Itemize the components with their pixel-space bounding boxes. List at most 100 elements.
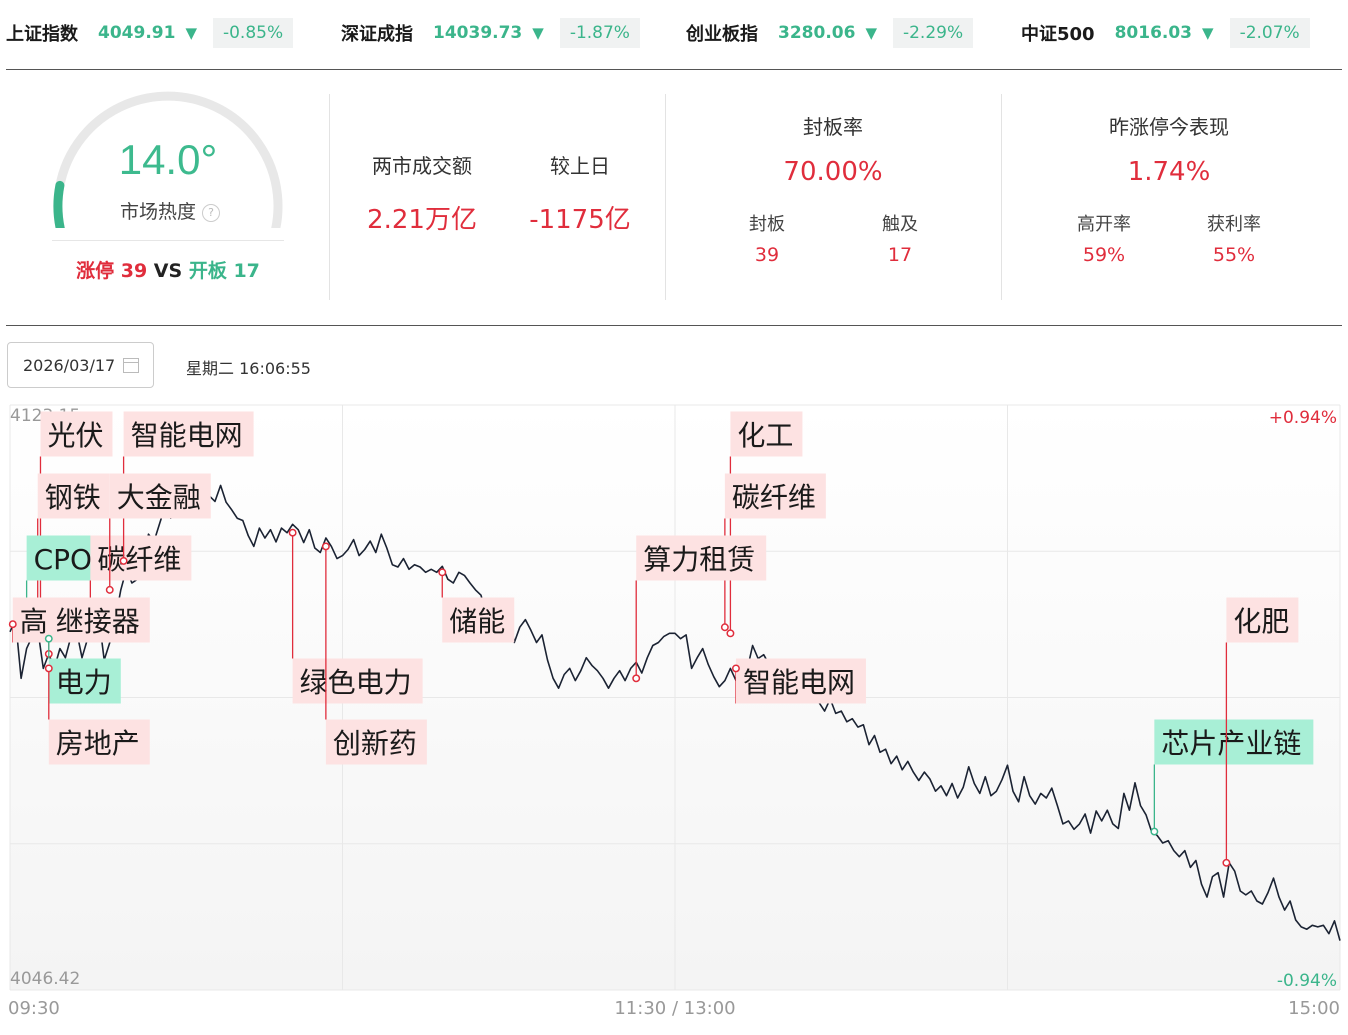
y-min-label: 4046.42 [10,969,80,989]
sector-tag-bg [48,597,150,643]
limit-up-count: 39 [120,260,148,282]
tag-anchor-dot [288,528,297,537]
sector-tag-label: 化工 [737,419,793,452]
yesterday-label: 昨涨停今表现 [1109,115,1229,139]
index-change: -2.07% [1229,18,1310,48]
price-line [9,484,1341,941]
sector-tag-bg [1154,719,1314,765]
divider [6,325,1342,326]
seal-rate-value: 70.00% [783,157,883,187]
divider [329,94,330,300]
index-change: -0.85% [212,18,294,48]
index-item-cyb[interactable]: 创业板指 3280.06 ▼ -2.29% [686,15,974,51]
sector-tag-bg [730,411,803,457]
index-name: 上证指数 [6,24,78,45]
index-bar: 上证指数 4049.91 ▼ -0.85% 深证成指 14039.73 ▼ -1… [0,0,1348,68]
gauge-fill [53,180,65,228]
touched-label: 触及 [882,214,918,235]
sector-tag-label: 创新药 [333,727,417,760]
tag-anchor-dot [119,556,128,565]
sector-tag-bg [636,535,767,581]
turnover-label: 两市成交额 [372,154,472,178]
divider [665,94,666,300]
sector-tag-label: 钢铁 [45,481,101,514]
touched-value: 17 [887,244,913,266]
heat-label-text: 市场热度 [119,201,196,223]
sector-tag-label: 继接器 [56,605,140,638]
sector-tag-bg [292,658,423,704]
down-arrow-icon: ▼ [532,24,544,42]
sector-tag-bg [37,473,110,519]
x-label-mid: 11:30 / 13:00 [614,998,735,1019]
down-arrow-icon: ▼ [185,24,197,42]
tag-anchor-dot [44,664,53,673]
sector-tag-label: 化肥 [1233,605,1289,638]
calendar-icon[interactable] [123,357,140,373]
vs-label: VS [153,260,183,282]
compare-label: 较上日 [550,154,610,178]
sector-tag-label: CPO [34,543,92,576]
index-item-sz[interactable]: 深证成指 14039.73 ▼ -1.87% [341,15,640,51]
heat-label: 市场热度? [90,197,250,224]
index-item-sh[interactable]: 上证指数 4049.91 ▼ -0.85% [6,15,294,51]
tag-anchor-dot [8,620,17,629]
sector-tag-label: 大金融 [117,481,201,514]
heat-value: 14.0° [118,136,218,183]
date-picker[interactable]: 2026/03/17 [7,342,154,388]
sector-tag-label: 光伏 [47,419,103,452]
sector-tag-label: 碳纤维 [732,481,816,514]
high-open-value: 59% [1082,244,1126,266]
pct-max-label: +0.94% [1269,408,1337,428]
sector-tag-label: 碳纤维 [97,543,181,576]
yesterday-value: 1.74% [1127,157,1211,187]
sector-tag-label: 芯片产业链 [1161,727,1301,760]
gauge-track [53,91,283,228]
sector-tag-bg [48,658,121,704]
sector-tag-bg [325,719,427,765]
index-name: 深证成指 [341,24,413,45]
tag-anchor-dot [632,674,641,683]
compare-value: -1175亿 [529,205,631,235]
index-name: 中证500 [1021,24,1095,45]
sector-tag-bg [1226,597,1299,643]
profit-label: 获利率 [1207,214,1261,235]
limit-up-label: 涨停 [76,260,115,282]
limit-vs-open: 涨停 39 VS 开板 17 [52,256,284,283]
tag-anchor-dot [105,585,114,594]
seal-rate-label: 封板率 [803,115,863,139]
tag-anchor-dot [1222,858,1231,867]
divider [52,240,284,241]
weekday-time: 星期二 16:06:55 [186,359,311,378]
sector-tag-bg [123,411,254,457]
sector-tag-label: 电力 [56,666,112,699]
sector-tag-bg [90,535,192,581]
open-count: 17 [233,260,260,282]
turnover-value: 2.21万亿 [367,205,477,235]
index-change: -1.87% [559,18,640,48]
sector-tag-bg [109,473,211,519]
index-item-zz500[interactable]: 中证500 8016.03 ▼ -2.07% [1021,15,1310,51]
sector-tag-label: 储能 [449,605,505,638]
sector-tag-bg [40,411,113,457]
tag-anchor-dot [44,634,53,643]
sector-tag-label: 算力租赁 [643,543,755,576]
x-label-close: 15:00 [1288,998,1340,1019]
down-arrow-icon: ▼ [1202,24,1214,42]
sector-tag-bg [724,473,826,519]
date-value: 2026/03/17 [23,355,116,375]
help-icon[interactable]: ? [202,203,220,222]
index-value: 3280.06 [778,23,856,43]
tag-anchor-dot [321,542,330,551]
divider [1001,94,1002,300]
sealed-label: 封板 [749,214,785,235]
pct-min-label: -0.94% [1277,971,1337,991]
tag-anchor-dot [438,568,447,577]
x-label-open: 09:30 [8,998,60,1019]
index-value: 4049.91 [98,23,176,43]
down-arrow-icon: ▼ [865,24,877,42]
tag-anchor-dot [1150,827,1159,836]
sector-tag-bg [48,719,150,765]
index-value: 8016.03 [1114,23,1193,43]
sector-tag-bg [735,658,866,704]
